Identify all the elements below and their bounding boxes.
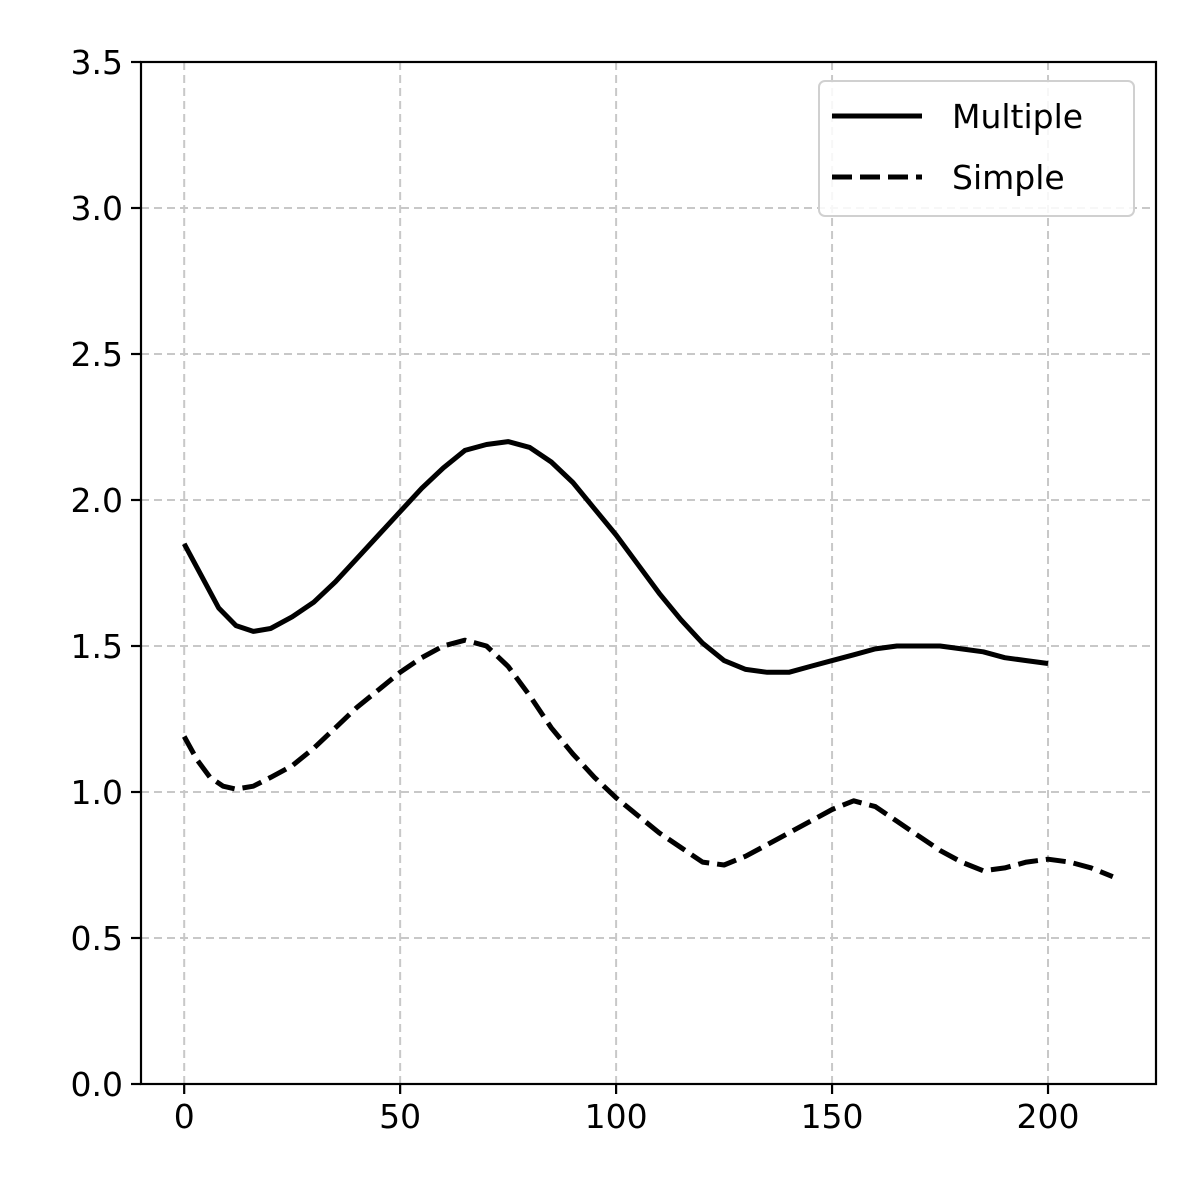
y-tick-label: 0.0 — [71, 1065, 123, 1104]
y-tick-label: 1.0 — [71, 773, 123, 812]
x-tick-label: 0 — [174, 1097, 195, 1136]
legend: Multiple Simple — [818, 80, 1135, 217]
legend-label-simple: Simple — [952, 158, 1065, 197]
y-tick-label: 2.5 — [71, 335, 123, 374]
legend-label-multiple: Multiple — [952, 97, 1083, 136]
x-tick-label: 200 — [1017, 1097, 1080, 1136]
x-tick-label: 50 — [379, 1097, 421, 1136]
y-tick-label: 2.0 — [71, 481, 123, 520]
y-tick-label: 0.5 — [71, 919, 123, 958]
y-axis: 0.0 0.5 1.0 1.5 2.0 2.5 3.0 3.5 — [71, 43, 141, 1104]
grid — [141, 62, 1156, 1084]
y-tick-label: 3.0 — [71, 189, 123, 228]
plot-area-frame — [139, 60, 1158, 1086]
series-group — [181, 439, 1114, 880]
x-tick-label: 150 — [801, 1097, 864, 1136]
x-axis: 0 50 100 150 200 — [174, 1084, 1080, 1136]
x-tick-label: 100 — [585, 1097, 648, 1136]
y-tick-label: 3.5 — [71, 43, 123, 82]
series-line-multiple — [181, 439, 1049, 675]
series-line-simple — [182, 637, 1114, 880]
y-tick-label: 1.5 — [71, 627, 123, 666]
